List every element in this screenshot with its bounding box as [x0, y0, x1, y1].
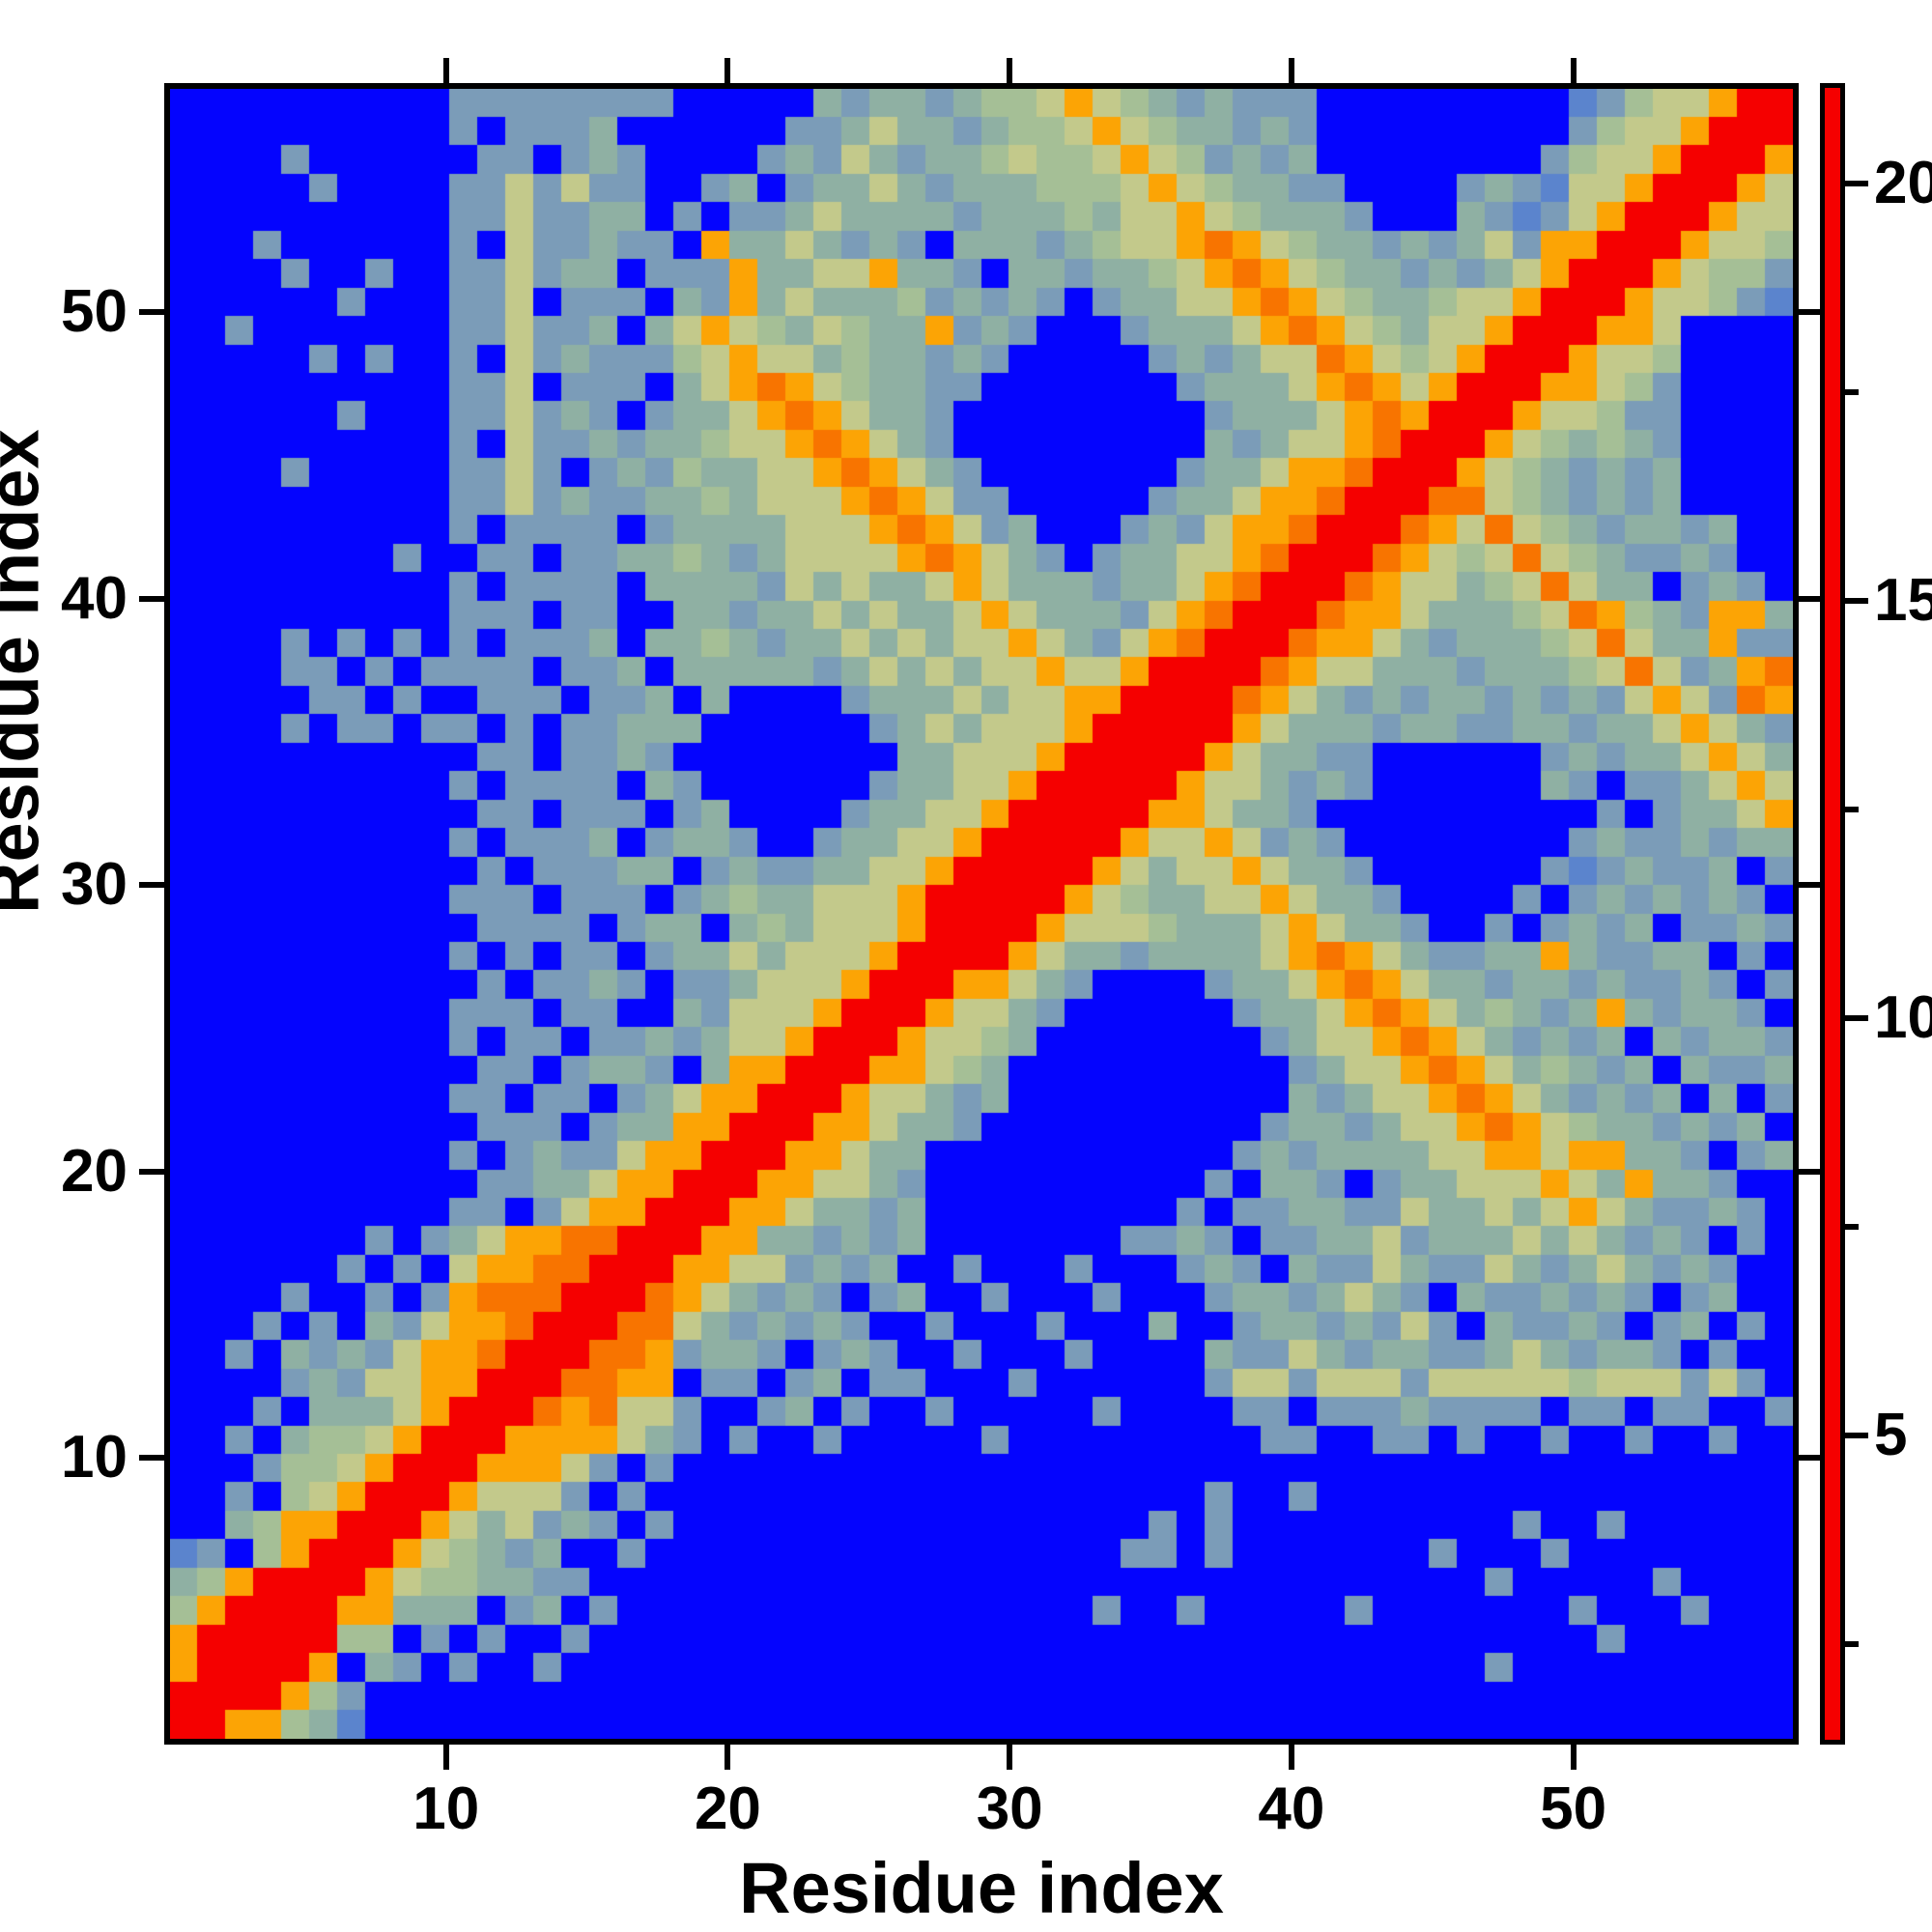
x-tick-label: 50 — [1540, 1776, 1607, 1842]
axis-tick — [139, 309, 164, 316]
axis-tick — [139, 1168, 164, 1175]
colorbar — [1820, 83, 1845, 1745]
x-tick-label: 40 — [1258, 1776, 1325, 1842]
x-tick-label: 20 — [694, 1776, 761, 1842]
colorbar-tick — [1845, 1641, 1859, 1648]
axis-tick — [139, 595, 164, 602]
y-axis-title: Residue index — [0, 429, 54, 914]
heatmap-plot-area — [164, 83, 1799, 1745]
y-tick-label: 50 — [61, 278, 128, 346]
axis-tick — [1288, 58, 1294, 83]
colorbar-tick — [1845, 388, 1859, 395]
axis-tick — [724, 58, 731, 83]
colorbar-tick — [1845, 806, 1859, 812]
colorbar-tick-label: 10 — [1874, 984, 1932, 1052]
axis-tick — [724, 1745, 731, 1770]
axis-tick — [1570, 58, 1577, 83]
x-axis-title: Residue index — [739, 1848, 1224, 1928]
colorbar-tick — [1845, 1433, 1868, 1439]
y-tick-label: 20 — [61, 1137, 128, 1205]
axis-tick — [442, 58, 449, 83]
y-tick-label: 10 — [61, 1424, 128, 1492]
colorbar-tick-label: 5 — [1874, 1402, 1908, 1469]
colorbar-tick — [1845, 180, 1868, 186]
colorbar-tick-label: 15 — [1874, 566, 1932, 634]
axis-tick — [1799, 1455, 1824, 1462]
axis-tick — [1799, 595, 1824, 602]
y-tick-label: 30 — [61, 851, 128, 919]
axis-tick — [139, 882, 164, 889]
axis-tick — [1570, 1745, 1577, 1770]
axis-tick — [1799, 882, 1824, 889]
axis-tick — [1007, 58, 1013, 83]
axis-tick — [139, 1455, 164, 1462]
colorbar-tick — [1845, 1015, 1868, 1022]
axis-tick — [1007, 1745, 1013, 1770]
colorbar-tick-label: 20 — [1874, 149, 1932, 216]
y-tick-label: 40 — [61, 564, 128, 632]
axis-tick — [1799, 309, 1824, 316]
x-tick-label: 30 — [976, 1776, 1043, 1842]
axis-tick — [1288, 1745, 1294, 1770]
colorbar-gradient — [1825, 88, 1840, 1740]
axis-tick — [442, 1745, 449, 1770]
x-tick-label: 10 — [412, 1776, 480, 1842]
colorbar-tick — [1845, 1224, 1859, 1231]
axis-tick — [1799, 1168, 1824, 1175]
colorbar-tick — [1845, 597, 1868, 604]
heatmap-canvas — [170, 89, 1793, 1739]
